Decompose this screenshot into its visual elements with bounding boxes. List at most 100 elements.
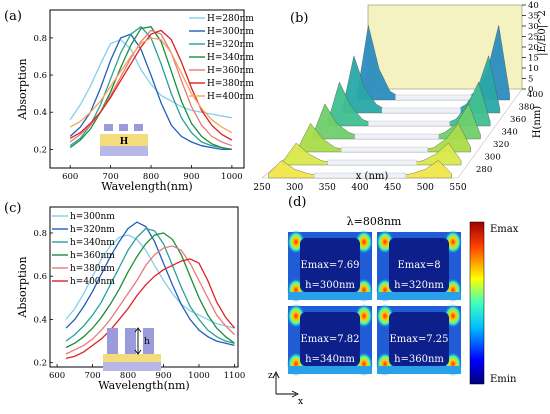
legend-entry: H=320nm [207,40,254,50]
legend-entry: h=340nm [70,238,115,248]
inset-dielectric [103,354,161,362]
legend-entry: h=380nm [70,264,115,274]
series-line-h=300nm [65,234,235,329]
inset-dielectric [100,134,148,146]
z-tick-label: 35 [528,12,539,22]
z-tick-label: 30 [528,22,539,32]
colorbar-max-label: Emax [490,224,519,235]
z-tick-label: 40 [528,1,539,11]
series-line-h=320nm [65,221,235,347]
x-tick-label: 700 [103,172,119,182]
field-map-substrate [377,366,461,374]
y-tick-label: 380 [519,103,535,113]
x-tick-label: 800 [143,172,159,182]
x-tick-label: 300 [286,183,303,193]
x-tick-label: 350 [319,183,336,193]
z-tick-label: 15 [528,54,539,64]
x-tick-label: 500 [417,183,434,193]
inset-substrate [100,146,148,156]
field-map-height: h=320nm [394,280,444,291]
x-tick-label: 800 [120,371,136,381]
series-line-H=300nm [69,33,232,151]
field-map-substrate [288,292,372,300]
field-map-emax: Emax=7.25 [389,334,448,345]
x-tick-label: 550 [449,183,466,193]
axis-arrowheads [272,370,300,398]
x-tick-label: 1100 [224,371,246,381]
inset-nanobar [134,124,143,131]
y-tick-label: 0.6 [33,272,47,282]
inset-nanobar [104,124,113,131]
field-map-structure [389,312,449,366]
x-tick-label: 600 [62,172,78,182]
y-axis-label: H(nm) [532,106,543,139]
slice-plateau [354,133,439,140]
inset-nanopillar [107,328,118,354]
y-tick-label: 300 [485,153,501,163]
colorbar-min-label: Emin [490,374,517,385]
inset-nanopillar [143,328,154,354]
field-map-emax: Emax=7.69 [300,260,359,271]
plot-frame [49,9,245,169]
y-tick-label: 360 [510,115,526,125]
y-tick-label: 340 [502,128,518,138]
panel-label: (b) [290,11,308,26]
field-map-substrate [288,366,372,374]
field-map-title: λ=808nm [347,215,402,228]
legend-entry: H=340nm [207,53,254,63]
y-tick-label: 0.4 [33,315,47,325]
legend-entry: h=360nm [70,251,115,261]
z-axis-label: |E/E0|^2 [537,10,548,56]
y-tick-label: 400 [527,90,543,100]
x-axis-label: x [298,397,303,407]
panel-label: (c) [4,201,21,216]
field-map-height: h=340nm [305,354,355,365]
y-tick-label: 0.2 [33,359,47,369]
x-tick-label: 250 [253,183,270,193]
x-tick-label: 900 [183,172,199,182]
series-line-H=400nm [69,37,233,134]
field-map-substrate [377,292,461,300]
x-tick-label: 900 [155,371,171,381]
field-map-emax: Emax=7.82 [300,334,359,345]
y-tick-label: 0.4 [33,108,47,118]
y-tick-label: 280 [476,165,492,175]
panel-c-absorption-vs-h: 600 700 800 900 1000 1100 0.2 0.4 0.6 0.8 Waveleng… [4,201,245,392]
z-tick-label: 20 [528,43,539,53]
field-map-structure [300,238,360,292]
series-line-h=340nm [65,227,235,344]
legend-entry: H=400nm [207,92,254,102]
slice-plateau [327,159,417,166]
z-tick-label: 5 [528,75,533,85]
inset-substrate [103,362,161,371]
legend-entry: H=280nm [207,14,254,24]
y-axis-label: Absorption [16,256,29,318]
x-axis-label: x (nm) [356,171,389,182]
y-axis-label: Absorption [16,58,29,120]
x-tick-label: 600 [49,371,65,381]
slice-plateau [395,94,472,101]
x-tick-label: 700 [84,371,100,381]
slice-plateau [314,172,406,179]
slice-plateau [368,120,450,127]
legend-entry: H=360nm [207,66,254,76]
inset-label: H [120,137,129,147]
series-line-h=400nm [65,258,236,360]
x-axis-label: Wavelength(nm) [101,180,192,193]
legend-entry: h=300nm [70,212,115,222]
inset-label: h [144,337,150,347]
field-map-emax: Emax=8 [397,260,440,271]
inset-nanopillar [125,328,136,354]
field-map-height: h=300nm [305,280,355,291]
legend-entry: h=320nm [70,225,115,235]
panel-d-field-maps: (d) λ=808nm Emax=7.69 h=300nm Emax=8 h=320nm E… [268,195,519,407]
z-tick-label: 0 [528,85,533,95]
x-axis-label: Wavelength(nm) [98,379,189,392]
slice-plateau [381,107,461,114]
y-tick-label: 0.6 [33,71,47,81]
x-tick-label: 400 [351,183,368,193]
field-map-structure [389,238,449,292]
field-map-height: h=360nm [394,354,444,365]
y-tick-label: 320 [493,140,509,150]
